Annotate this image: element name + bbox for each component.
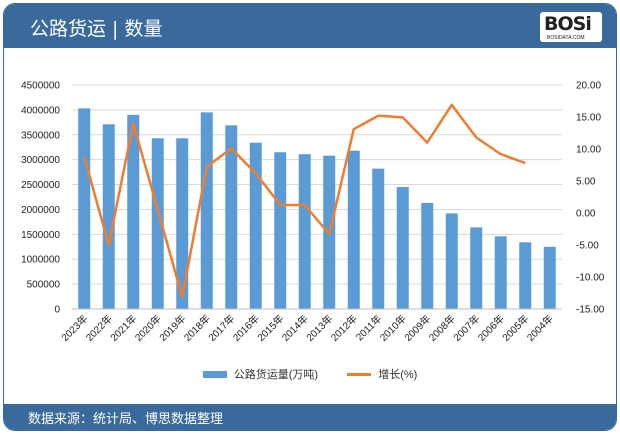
header-bar: 公路货运 | 数量 BOSi BOSIDATA.COM (4, 4, 616, 48)
bar (102, 124, 115, 309)
left-axis-tick: 4500000 (21, 81, 60, 92)
x-axis-tick: 2012年 (328, 312, 360, 344)
bar (127, 114, 140, 309)
x-axis-tick: 2017年 (205, 312, 237, 344)
right-axis-tick: 15.00 (576, 113, 601, 124)
bar (372, 168, 385, 309)
bar (249, 142, 262, 309)
x-axis-tick: 2010年 (377, 312, 409, 344)
x-axis-tick: 2006年 (475, 312, 507, 344)
bar (519, 242, 532, 309)
bar (274, 152, 287, 309)
bar (396, 187, 409, 309)
left-axis-tick: 0 (54, 305, 60, 316)
left-axis-tick: 4000000 (21, 105, 60, 116)
x-axis-tick: 2005年 (499, 312, 531, 344)
right-axis-tick: -15.00 (576, 305, 605, 316)
right-axis-tick: 20.00 (576, 81, 601, 92)
x-axis-tick: 2020年 (132, 312, 164, 344)
data-source: 数据来源：统计局、博思数据整理 (28, 412, 224, 427)
x-axis-tick: 2019年 (156, 312, 188, 344)
x-axis-tick: 2021年 (107, 312, 139, 344)
x-axis-tick: 2015年 (254, 312, 286, 344)
bar (543, 246, 556, 309)
footer-bar: 数据来源：统计局、博思数据整理 (4, 404, 616, 430)
bar (494, 236, 507, 309)
right-axis-tick: 0.00 (576, 209, 596, 220)
left-axis-tick: 1500000 (21, 230, 60, 241)
legend: 公路货运量(万吨) 增长(%) (0, 366, 620, 382)
bosi-logo: BOSi BOSIDATA.COM (540, 12, 602, 42)
x-axis-tick: 2008年 (426, 312, 458, 344)
legend-bar-label: 公路货运量(万吨) (233, 369, 319, 381)
legend-bar-swatch (202, 370, 227, 378)
bar (151, 138, 164, 309)
x-axis-tick: 2009年 (401, 312, 433, 344)
left-axis-tick: 3000000 (21, 155, 60, 166)
bar (225, 125, 238, 309)
right-axis-tick: -5.00 (576, 241, 599, 252)
bar (200, 112, 213, 309)
right-axis-tick: -10.00 (576, 273, 605, 284)
bar (347, 150, 360, 309)
x-axis-tick: 2014年 (279, 312, 311, 344)
x-axis-tick: 2018年 (181, 312, 213, 344)
left-axis-tick: 1000000 (21, 255, 60, 266)
right-axis-tick: 10.00 (576, 145, 601, 156)
x-axis-tick: 2004年 (524, 312, 556, 344)
bar (78, 108, 91, 309)
page-title: 公路货运 | 数量 (30, 18, 163, 40)
right-axis-tick: 5.00 (576, 177, 596, 188)
x-axis-tick: 2007年 (450, 312, 482, 344)
x-axis-tick: 2023年 (58, 312, 90, 344)
left-axis-tick: 2000000 (21, 205, 60, 216)
x-axis-tick: 2013年 (303, 312, 335, 344)
x-axis-tick: 2022年 (83, 312, 115, 344)
legend-line-swatch (347, 372, 372, 376)
left-axis-tick: 3500000 (21, 130, 60, 141)
bar (176, 138, 189, 309)
legend-line-label: 增长(%) (378, 369, 418, 381)
bar (445, 213, 458, 309)
bar (298, 154, 311, 309)
left-axis-tick: 2500000 (21, 180, 60, 191)
bar (421, 202, 434, 309)
bar (470, 227, 483, 309)
x-axis-tick: 2016年 (230, 312, 262, 344)
left-axis-tick: 500000 (27, 280, 61, 291)
